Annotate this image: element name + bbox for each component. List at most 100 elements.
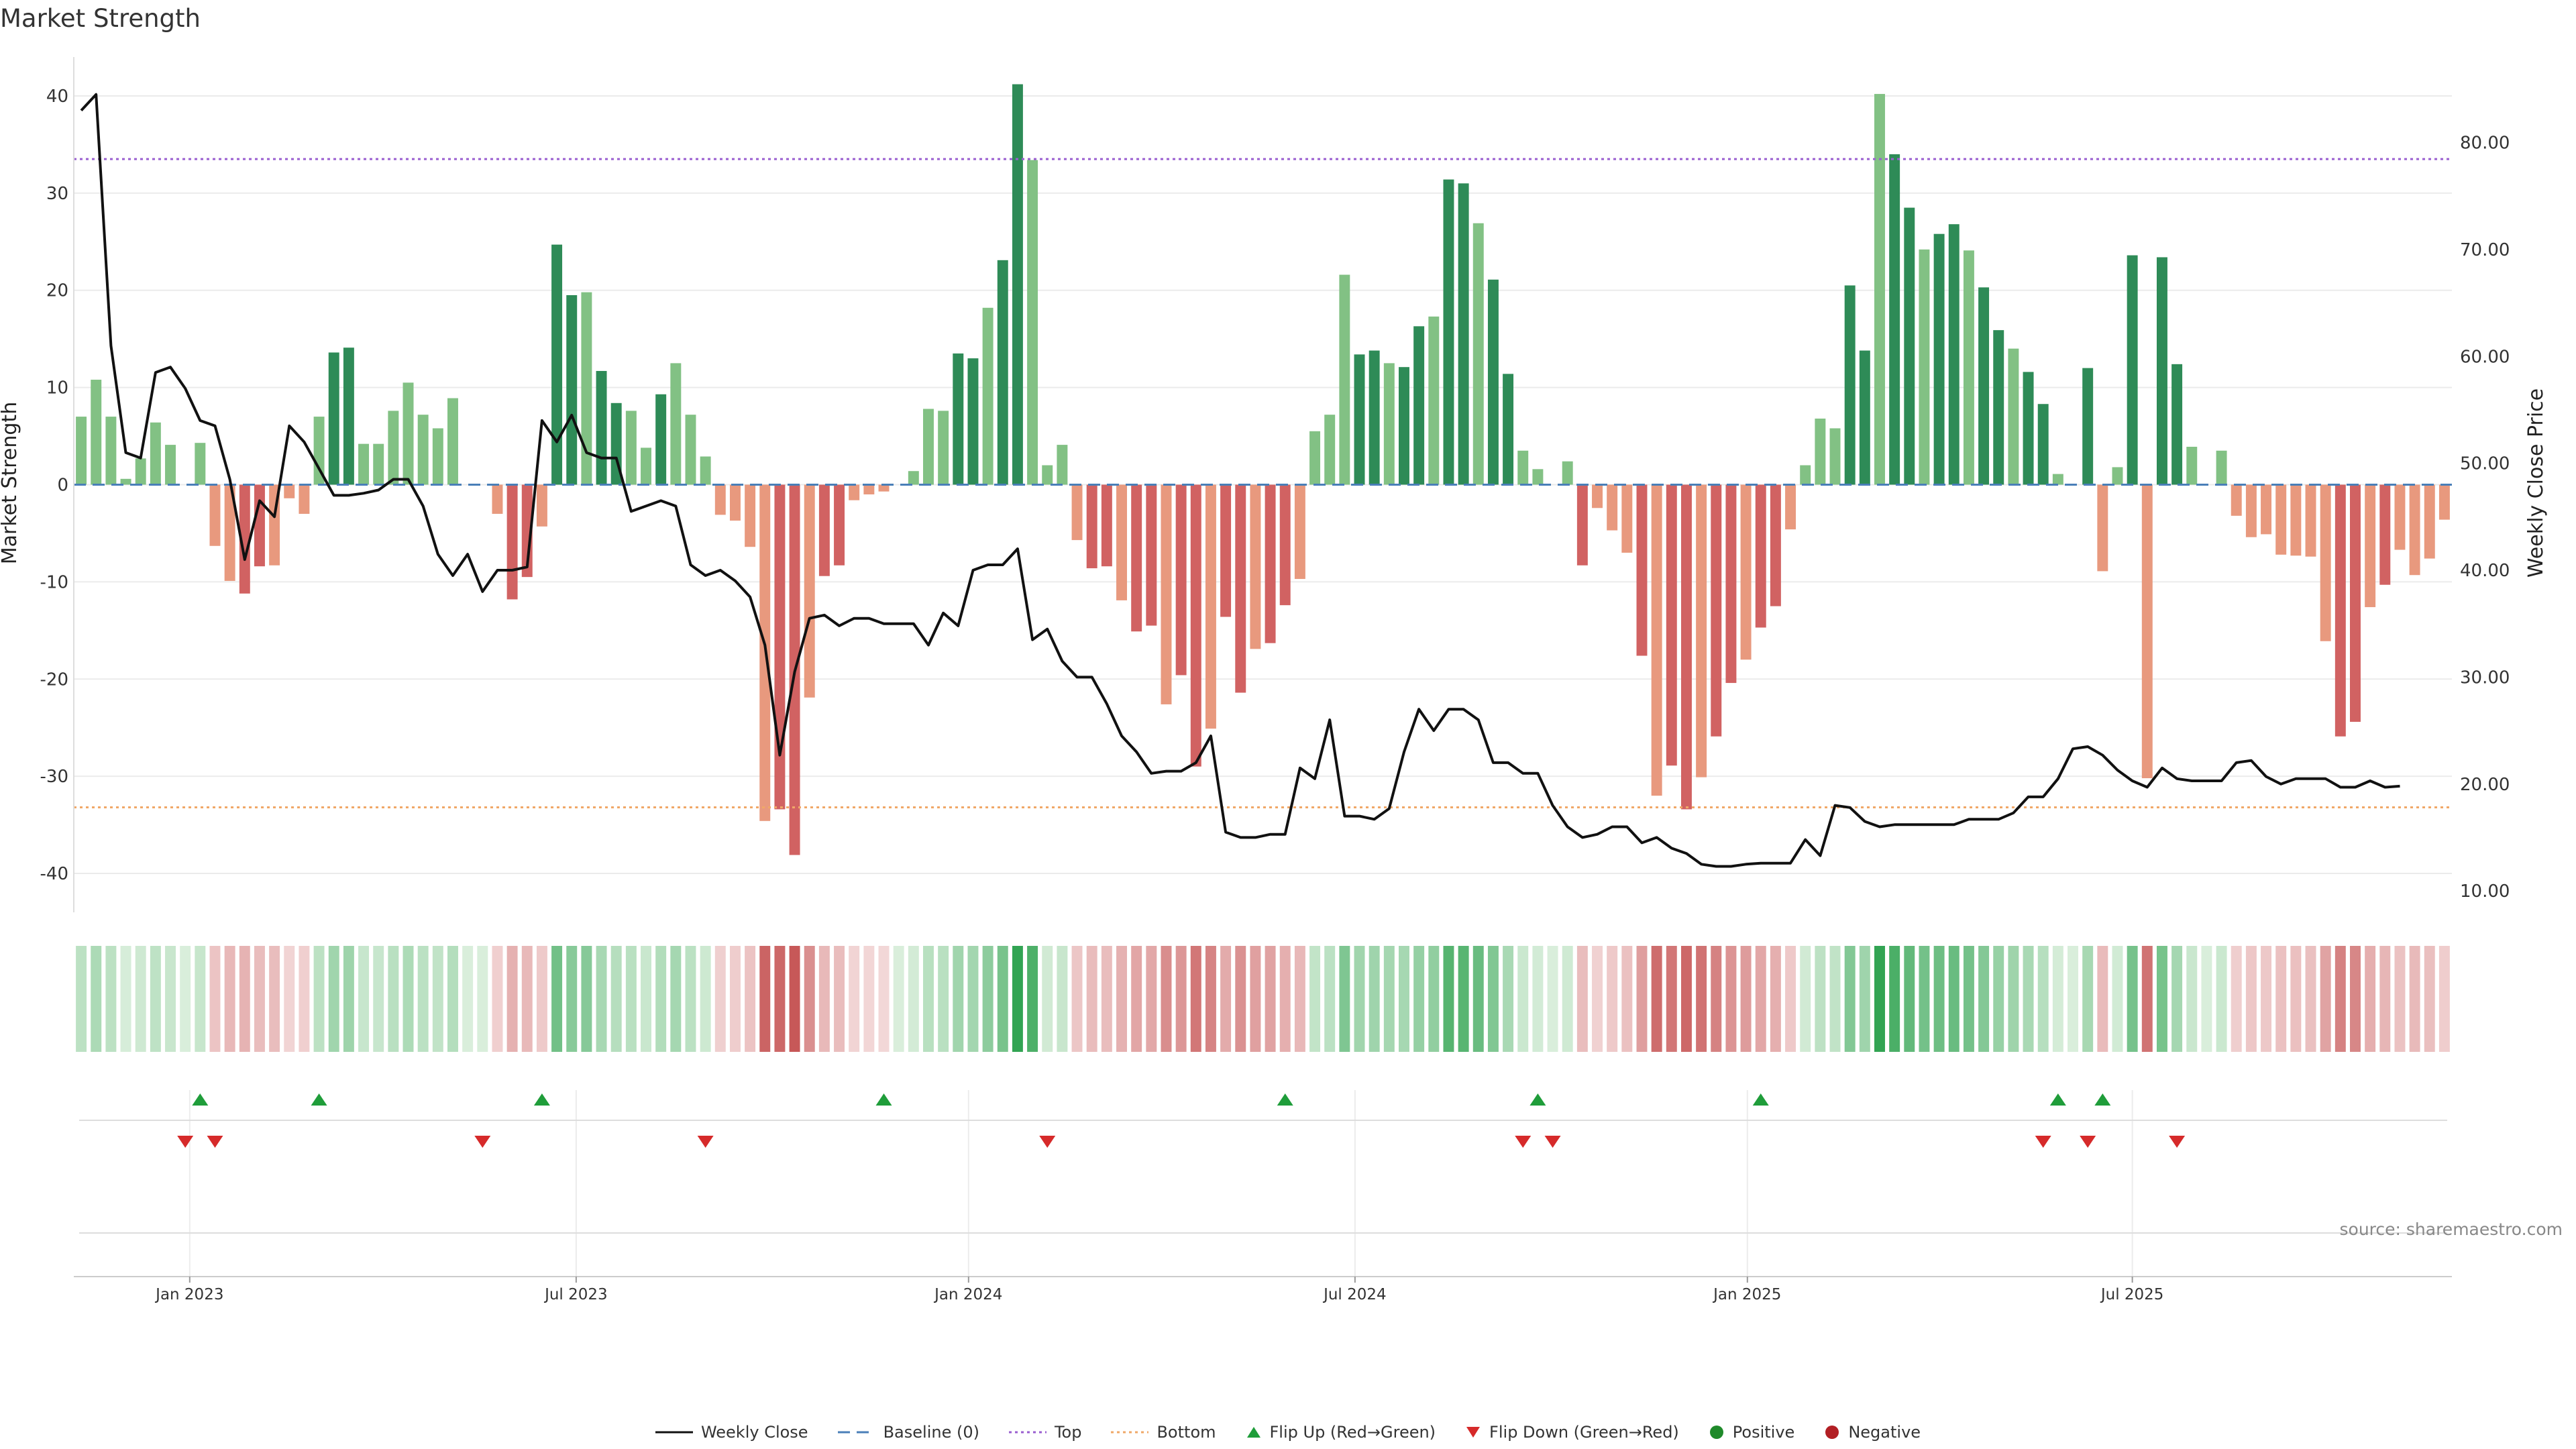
heat-cell xyxy=(105,946,117,1052)
heat-cell xyxy=(1755,946,1766,1052)
strength-bar xyxy=(1042,465,1053,485)
heat-cell xyxy=(506,946,518,1052)
heat-cell xyxy=(1651,946,1662,1052)
strength-bar xyxy=(1532,469,1544,485)
heat-cell xyxy=(2334,946,2346,1052)
flip-up-marker xyxy=(1752,1093,1769,1106)
heat-cell xyxy=(1057,946,1068,1052)
y-tick-label: -30 xyxy=(40,767,68,787)
strength-bar xyxy=(299,484,310,514)
heat-cell xyxy=(1725,946,1737,1052)
heat-cell xyxy=(596,946,607,1052)
y-tick-label: -10 xyxy=(40,572,68,592)
y2-tick-label: 70.00 xyxy=(2460,240,2510,260)
legend-flip-down: Flip Down (Green→Red) xyxy=(1465,1423,1679,1442)
heat-cell xyxy=(1815,946,1826,1052)
heat-cell xyxy=(2290,946,2302,1052)
heat-cell xyxy=(1547,946,1558,1052)
heat-cell xyxy=(432,946,443,1052)
strength-bars xyxy=(76,84,2450,855)
heat-cell xyxy=(388,946,399,1052)
strength-bar xyxy=(774,484,786,810)
strength-bar xyxy=(700,456,711,485)
strength-bar xyxy=(492,484,503,514)
strength-bar xyxy=(923,409,934,485)
strength-bar xyxy=(1785,484,1796,530)
reference-lines xyxy=(74,158,2452,809)
strength-bar xyxy=(908,471,919,485)
heat-cell xyxy=(610,946,622,1052)
heat-cell xyxy=(2186,946,2198,1052)
heat-cell xyxy=(1116,946,1127,1052)
strength-bar xyxy=(388,411,399,485)
line-swatch-icon xyxy=(655,1431,693,1434)
heat-cell xyxy=(1265,946,1276,1052)
strength-bar xyxy=(105,417,117,485)
heat-cell xyxy=(1785,946,1796,1052)
strength-bar xyxy=(1592,484,1603,508)
heat-cell xyxy=(1220,946,1232,1052)
strength-bar xyxy=(2171,364,2183,485)
strength-bar xyxy=(91,380,102,485)
triangle-down-icon xyxy=(1466,1427,1481,1438)
strength-bar xyxy=(1294,484,1305,580)
heat-cell xyxy=(358,946,370,1052)
y2-tick-label: 10.00 xyxy=(2460,881,2510,902)
strength-bar xyxy=(1904,207,1915,485)
weekly-close-series xyxy=(80,93,2400,868)
heat-cell xyxy=(1963,946,1974,1052)
heat-cell xyxy=(2112,946,2123,1052)
heat-cell xyxy=(2068,946,2078,1052)
heat-cell xyxy=(1800,946,1811,1052)
strength-bar xyxy=(1725,484,1737,684)
strength-bar xyxy=(596,370,607,485)
strength-bar xyxy=(76,417,87,485)
strength-bar xyxy=(1027,160,1038,485)
strength-bar xyxy=(1874,94,1885,485)
legend-label: Top xyxy=(1054,1423,1082,1442)
heat-cell xyxy=(804,946,815,1052)
green-dot-icon xyxy=(1709,1426,1723,1439)
strength-bar xyxy=(1993,330,2004,485)
heat-cell xyxy=(2097,946,2108,1052)
strength-bar xyxy=(1889,154,1900,485)
heat-cell xyxy=(2156,946,2167,1052)
strength-bar xyxy=(1190,484,1201,767)
heat-cell xyxy=(1859,946,1870,1052)
y-tick-label: 0 xyxy=(57,476,68,496)
heat-cell xyxy=(1621,946,1633,1052)
flip-up-marker xyxy=(192,1093,209,1106)
strength-bar xyxy=(1250,484,1261,649)
strength-bar xyxy=(1339,274,1350,485)
flip-up-marker xyxy=(311,1093,327,1106)
heat-cell xyxy=(447,946,458,1052)
strength-bar xyxy=(685,415,696,485)
heat-cell xyxy=(521,946,533,1052)
heat-cell xyxy=(670,946,682,1052)
strength-bar xyxy=(209,484,221,546)
strength-heat-strip xyxy=(76,946,2450,1052)
strength-bar xyxy=(1279,484,1291,606)
strength-bar xyxy=(714,484,726,515)
heat-cell xyxy=(1829,946,1841,1052)
heat-cell xyxy=(1532,946,1544,1052)
strength-bar xyxy=(1800,465,1811,485)
heat-cell xyxy=(1339,946,1350,1052)
strength-bar xyxy=(1354,354,1365,485)
x-tick-label: Jan 2025 xyxy=(1712,1286,1781,1303)
strength-bar xyxy=(284,484,295,498)
heat-cell xyxy=(566,946,578,1052)
legend-label: Flip Down (Green→Red) xyxy=(1489,1423,1679,1442)
y-tick-label: 20 xyxy=(46,281,68,301)
y2-tick-label: 80.00 xyxy=(2460,133,2510,154)
strength-bar xyxy=(1101,484,1112,567)
y-tick-label: -20 xyxy=(40,669,68,690)
strength-bar xyxy=(239,484,250,594)
heat-cell xyxy=(1324,946,1336,1052)
strength-bar xyxy=(2156,257,2167,485)
strength-bar xyxy=(1086,484,1097,569)
strength-bar xyxy=(1265,484,1276,643)
legend-negative: Negative xyxy=(1824,1423,1921,1442)
strength-bar xyxy=(2350,484,2361,722)
strength-bar xyxy=(447,398,458,485)
